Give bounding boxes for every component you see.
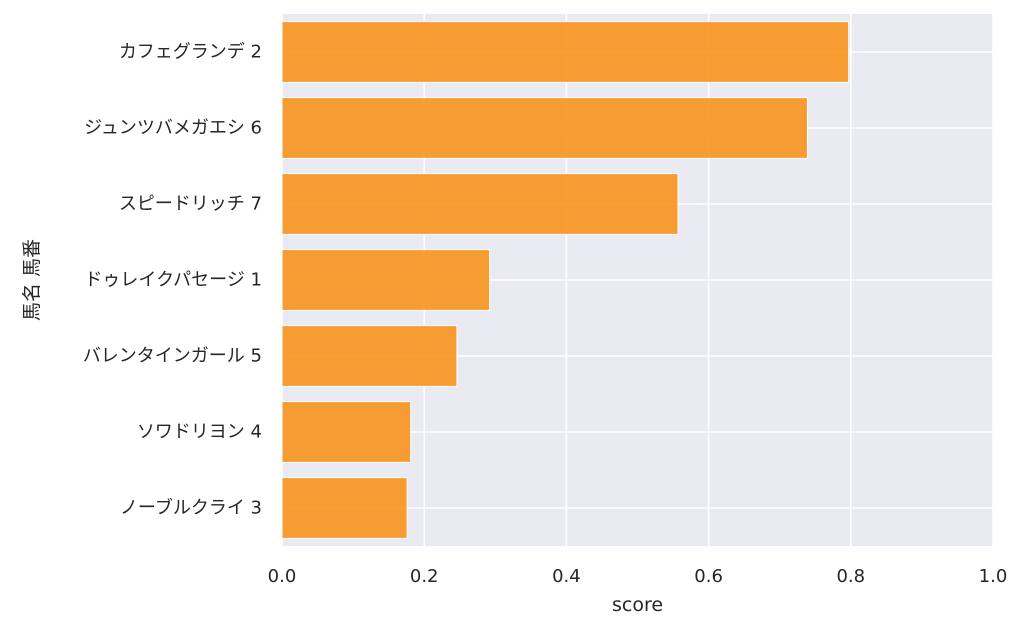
y-tick-label: ジュンツバメガエシ 6 — [84, 118, 262, 139]
x-tick-label: 0.6 — [694, 566, 723, 587]
x-tick-labels: 0.0 0.2 0.4 0.6 0.8 1.0 — [268, 566, 1008, 587]
bar — [281, 97, 808, 159]
bar — [281, 173, 679, 235]
y-tick-label: ソワドリヨン 4 — [137, 422, 262, 443]
bar — [281, 325, 458, 387]
x-tick-label: 0.4 — [552, 566, 581, 587]
y-tick-label: ノーブルクライ 3 — [120, 497, 262, 519]
y-tick-labels: カフェグランデ 2 ジュンツバメガエシ 6 スピードリッチ 7 ドゥレイクパセージ 1… — [83, 42, 262, 519]
x-tick-label: 0.0 — [268, 566, 297, 587]
x-tick-label: 0.2 — [410, 566, 439, 587]
y-tick-label: ドゥレイクパセージ 1 — [84, 270, 262, 291]
x-axis-label: score — [612, 594, 663, 616]
x-tick-label: 1.0 — [979, 566, 1008, 587]
y-tick-label: カフェグランデ 2 — [119, 42, 262, 63]
bar — [281, 21, 850, 83]
y-tick-label: バレンタインガール 5 — [83, 346, 262, 367]
bar — [281, 249, 491, 311]
bar — [281, 477, 408, 539]
x-tick-label: 0.8 — [836, 566, 865, 587]
bar — [281, 401, 412, 463]
y-tick-label: スピードリッチ 7 — [119, 194, 262, 215]
bars — [281, 21, 850, 539]
y-axis-label: 馬名 馬番 — [21, 239, 43, 321]
